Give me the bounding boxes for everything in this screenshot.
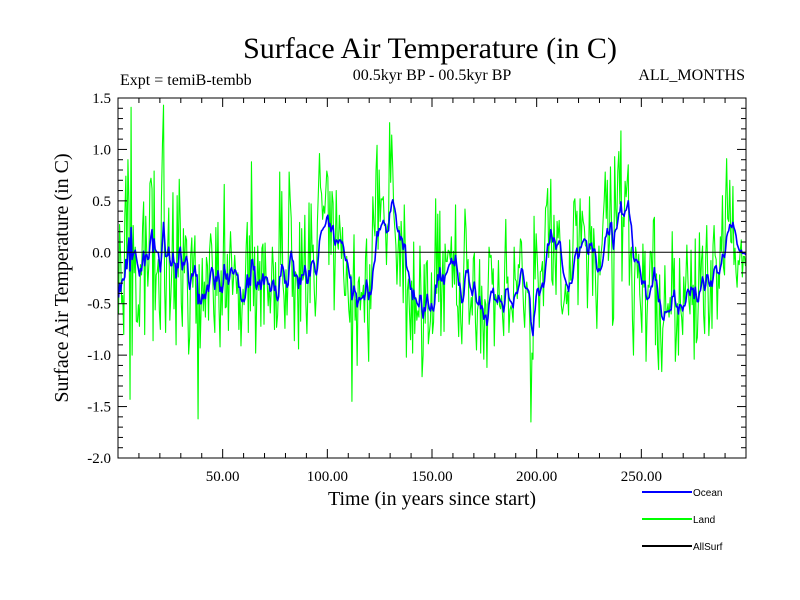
legend-label-ocean: Ocean [693, 488, 722, 499]
legend-label-land: Land [693, 515, 715, 526]
y-tick-label: -2.0 [87, 451, 111, 467]
y-tick-label: 0.0 [92, 245, 111, 261]
series-layer [118, 104, 746, 423]
y-tick-label: -1.5 [87, 400, 111, 416]
legend: Ocean Land AllSurf [642, 488, 723, 553]
x-tick-label: 200.00 [516, 469, 557, 485]
y-tick-label: 1.5 [92, 91, 111, 107]
chart-subtitle: 00.5kyr BP - 00.5kyr BP [353, 67, 512, 84]
months-label: ALL_MONTHS [638, 67, 745, 84]
y-tick-label: -1.0 [87, 348, 111, 364]
y-axis: -2.0 -1.5 -1.0 -0.5 0.0 0.5 1.0 1.5 [87, 91, 746, 467]
series-line-ocean [118, 199, 746, 337]
y-tick-label: -0.5 [87, 297, 111, 313]
y-tick-label: 1.0 [92, 142, 111, 158]
y-axis-label: Surface Air Temperature (in C) [51, 153, 73, 402]
x-tick-label: 100.00 [307, 469, 348, 485]
x-tick-label: 250.00 [621, 469, 662, 485]
x-tick-label: 150.00 [411, 469, 452, 485]
series-line-land [118, 104, 746, 423]
y-tick-label: 0.5 [92, 194, 111, 210]
chart-title: Surface Air Temperature (in C) [243, 32, 617, 65]
x-axis: 50.00 100.00 150.00 200.00 250.00 [138, 98, 726, 485]
x-axis-label: Time (in years since start) [328, 488, 536, 510]
legend-label-allsurf: AllSurf [693, 542, 723, 553]
experiment-label: Expt = temiB-tembb [120, 72, 252, 89]
x-tick-label: 50.00 [206, 469, 240, 485]
